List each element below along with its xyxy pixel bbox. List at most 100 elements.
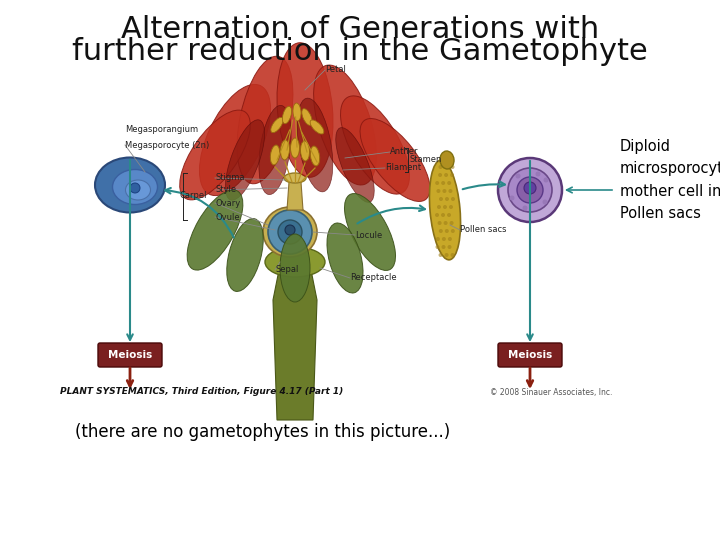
Circle shape <box>447 181 451 185</box>
Text: further reduction in the Gametophyte: further reduction in the Gametophyte <box>72 37 648 66</box>
Circle shape <box>451 197 455 201</box>
Circle shape <box>451 229 455 233</box>
Circle shape <box>448 245 451 249</box>
Text: Diploid
microsporocyte
mother cell in
Pollen sacs: Diploid microsporocyte mother cell in Po… <box>620 139 720 221</box>
Ellipse shape <box>327 223 363 293</box>
Ellipse shape <box>440 151 454 169</box>
Ellipse shape <box>277 43 333 177</box>
Ellipse shape <box>282 106 292 124</box>
Text: Sepal: Sepal <box>275 266 298 274</box>
Ellipse shape <box>259 105 291 194</box>
Circle shape <box>441 213 445 217</box>
Ellipse shape <box>280 234 310 302</box>
Circle shape <box>449 189 452 193</box>
Circle shape <box>448 237 452 241</box>
FancyBboxPatch shape <box>98 343 162 367</box>
Polygon shape <box>287 182 303 210</box>
Circle shape <box>449 221 454 225</box>
Text: Anther: Anther <box>390 147 418 157</box>
Text: Filament: Filament <box>385 164 421 172</box>
Ellipse shape <box>341 96 410 194</box>
Circle shape <box>436 245 439 249</box>
Circle shape <box>436 189 441 193</box>
Text: © 2008 Sinauer Associates, Inc.: © 2008 Sinauer Associates, Inc. <box>490 388 613 396</box>
Text: Petal: Petal <box>325 65 346 75</box>
Ellipse shape <box>125 180 150 200</box>
Circle shape <box>285 225 295 235</box>
Text: Ovule: Ovule <box>215 213 240 221</box>
Circle shape <box>443 189 446 193</box>
Polygon shape <box>273 260 317 420</box>
Ellipse shape <box>112 170 158 205</box>
Circle shape <box>445 229 449 233</box>
Ellipse shape <box>344 193 395 271</box>
Ellipse shape <box>187 190 243 270</box>
Ellipse shape <box>429 160 461 260</box>
Ellipse shape <box>300 141 310 161</box>
Circle shape <box>438 165 443 169</box>
Text: Carpel: Carpel <box>180 191 207 199</box>
Circle shape <box>435 213 439 217</box>
Circle shape <box>449 205 453 209</box>
Text: Style: Style <box>215 186 236 194</box>
Circle shape <box>542 199 547 205</box>
Circle shape <box>441 245 446 249</box>
Circle shape <box>442 237 446 241</box>
Circle shape <box>445 197 449 201</box>
Text: Pollen sacs: Pollen sacs <box>460 226 506 234</box>
Text: Receptacle: Receptacle <box>350 273 397 282</box>
Circle shape <box>444 173 448 177</box>
Circle shape <box>523 206 528 211</box>
Ellipse shape <box>270 145 279 165</box>
Circle shape <box>436 237 440 241</box>
Text: Locule: Locule <box>355 231 382 240</box>
Circle shape <box>444 165 449 169</box>
Circle shape <box>544 178 549 183</box>
Circle shape <box>524 182 536 194</box>
Circle shape <box>510 195 515 200</box>
Ellipse shape <box>225 120 265 200</box>
Ellipse shape <box>310 146 320 166</box>
Ellipse shape <box>227 219 264 292</box>
Circle shape <box>439 197 443 201</box>
Circle shape <box>508 168 552 212</box>
Circle shape <box>438 173 442 177</box>
Ellipse shape <box>314 65 377 185</box>
Ellipse shape <box>237 56 293 184</box>
Circle shape <box>437 205 441 209</box>
Circle shape <box>438 229 443 233</box>
Circle shape <box>517 177 543 203</box>
Circle shape <box>536 172 541 177</box>
Ellipse shape <box>199 84 271 195</box>
Ellipse shape <box>360 119 430 201</box>
Circle shape <box>450 173 454 177</box>
Circle shape <box>278 220 302 244</box>
Text: Ovary: Ovary <box>215 199 240 207</box>
Ellipse shape <box>293 103 301 121</box>
Ellipse shape <box>271 117 283 133</box>
Ellipse shape <box>180 110 251 200</box>
Text: Meiosis: Meiosis <box>508 350 552 360</box>
Circle shape <box>268 210 312 254</box>
Ellipse shape <box>336 127 374 202</box>
Text: Alternation of Generations with: Alternation of Generations with <box>121 16 599 44</box>
Circle shape <box>130 183 140 193</box>
Circle shape <box>438 253 443 257</box>
Ellipse shape <box>281 140 289 160</box>
Circle shape <box>444 253 449 257</box>
Text: Stigma: Stigma <box>215 173 245 183</box>
Text: PLANT SYSTEMATICS, Third Edition, Figure 4.17 (Part 1): PLANT SYSTEMATICS, Third Edition, Figure… <box>60 388 343 396</box>
Circle shape <box>498 158 562 222</box>
Ellipse shape <box>95 158 165 213</box>
Ellipse shape <box>297 98 333 192</box>
FancyBboxPatch shape <box>498 343 562 367</box>
Circle shape <box>441 181 445 185</box>
Circle shape <box>435 181 439 185</box>
Text: Megasporangium: Megasporangium <box>125 125 198 134</box>
Ellipse shape <box>263 207 317 257</box>
Ellipse shape <box>310 120 324 134</box>
Circle shape <box>444 221 448 225</box>
Ellipse shape <box>290 138 300 158</box>
Text: Stamen: Stamen <box>410 156 442 165</box>
Text: Megasporocyte (2n): Megasporocyte (2n) <box>125 140 210 150</box>
